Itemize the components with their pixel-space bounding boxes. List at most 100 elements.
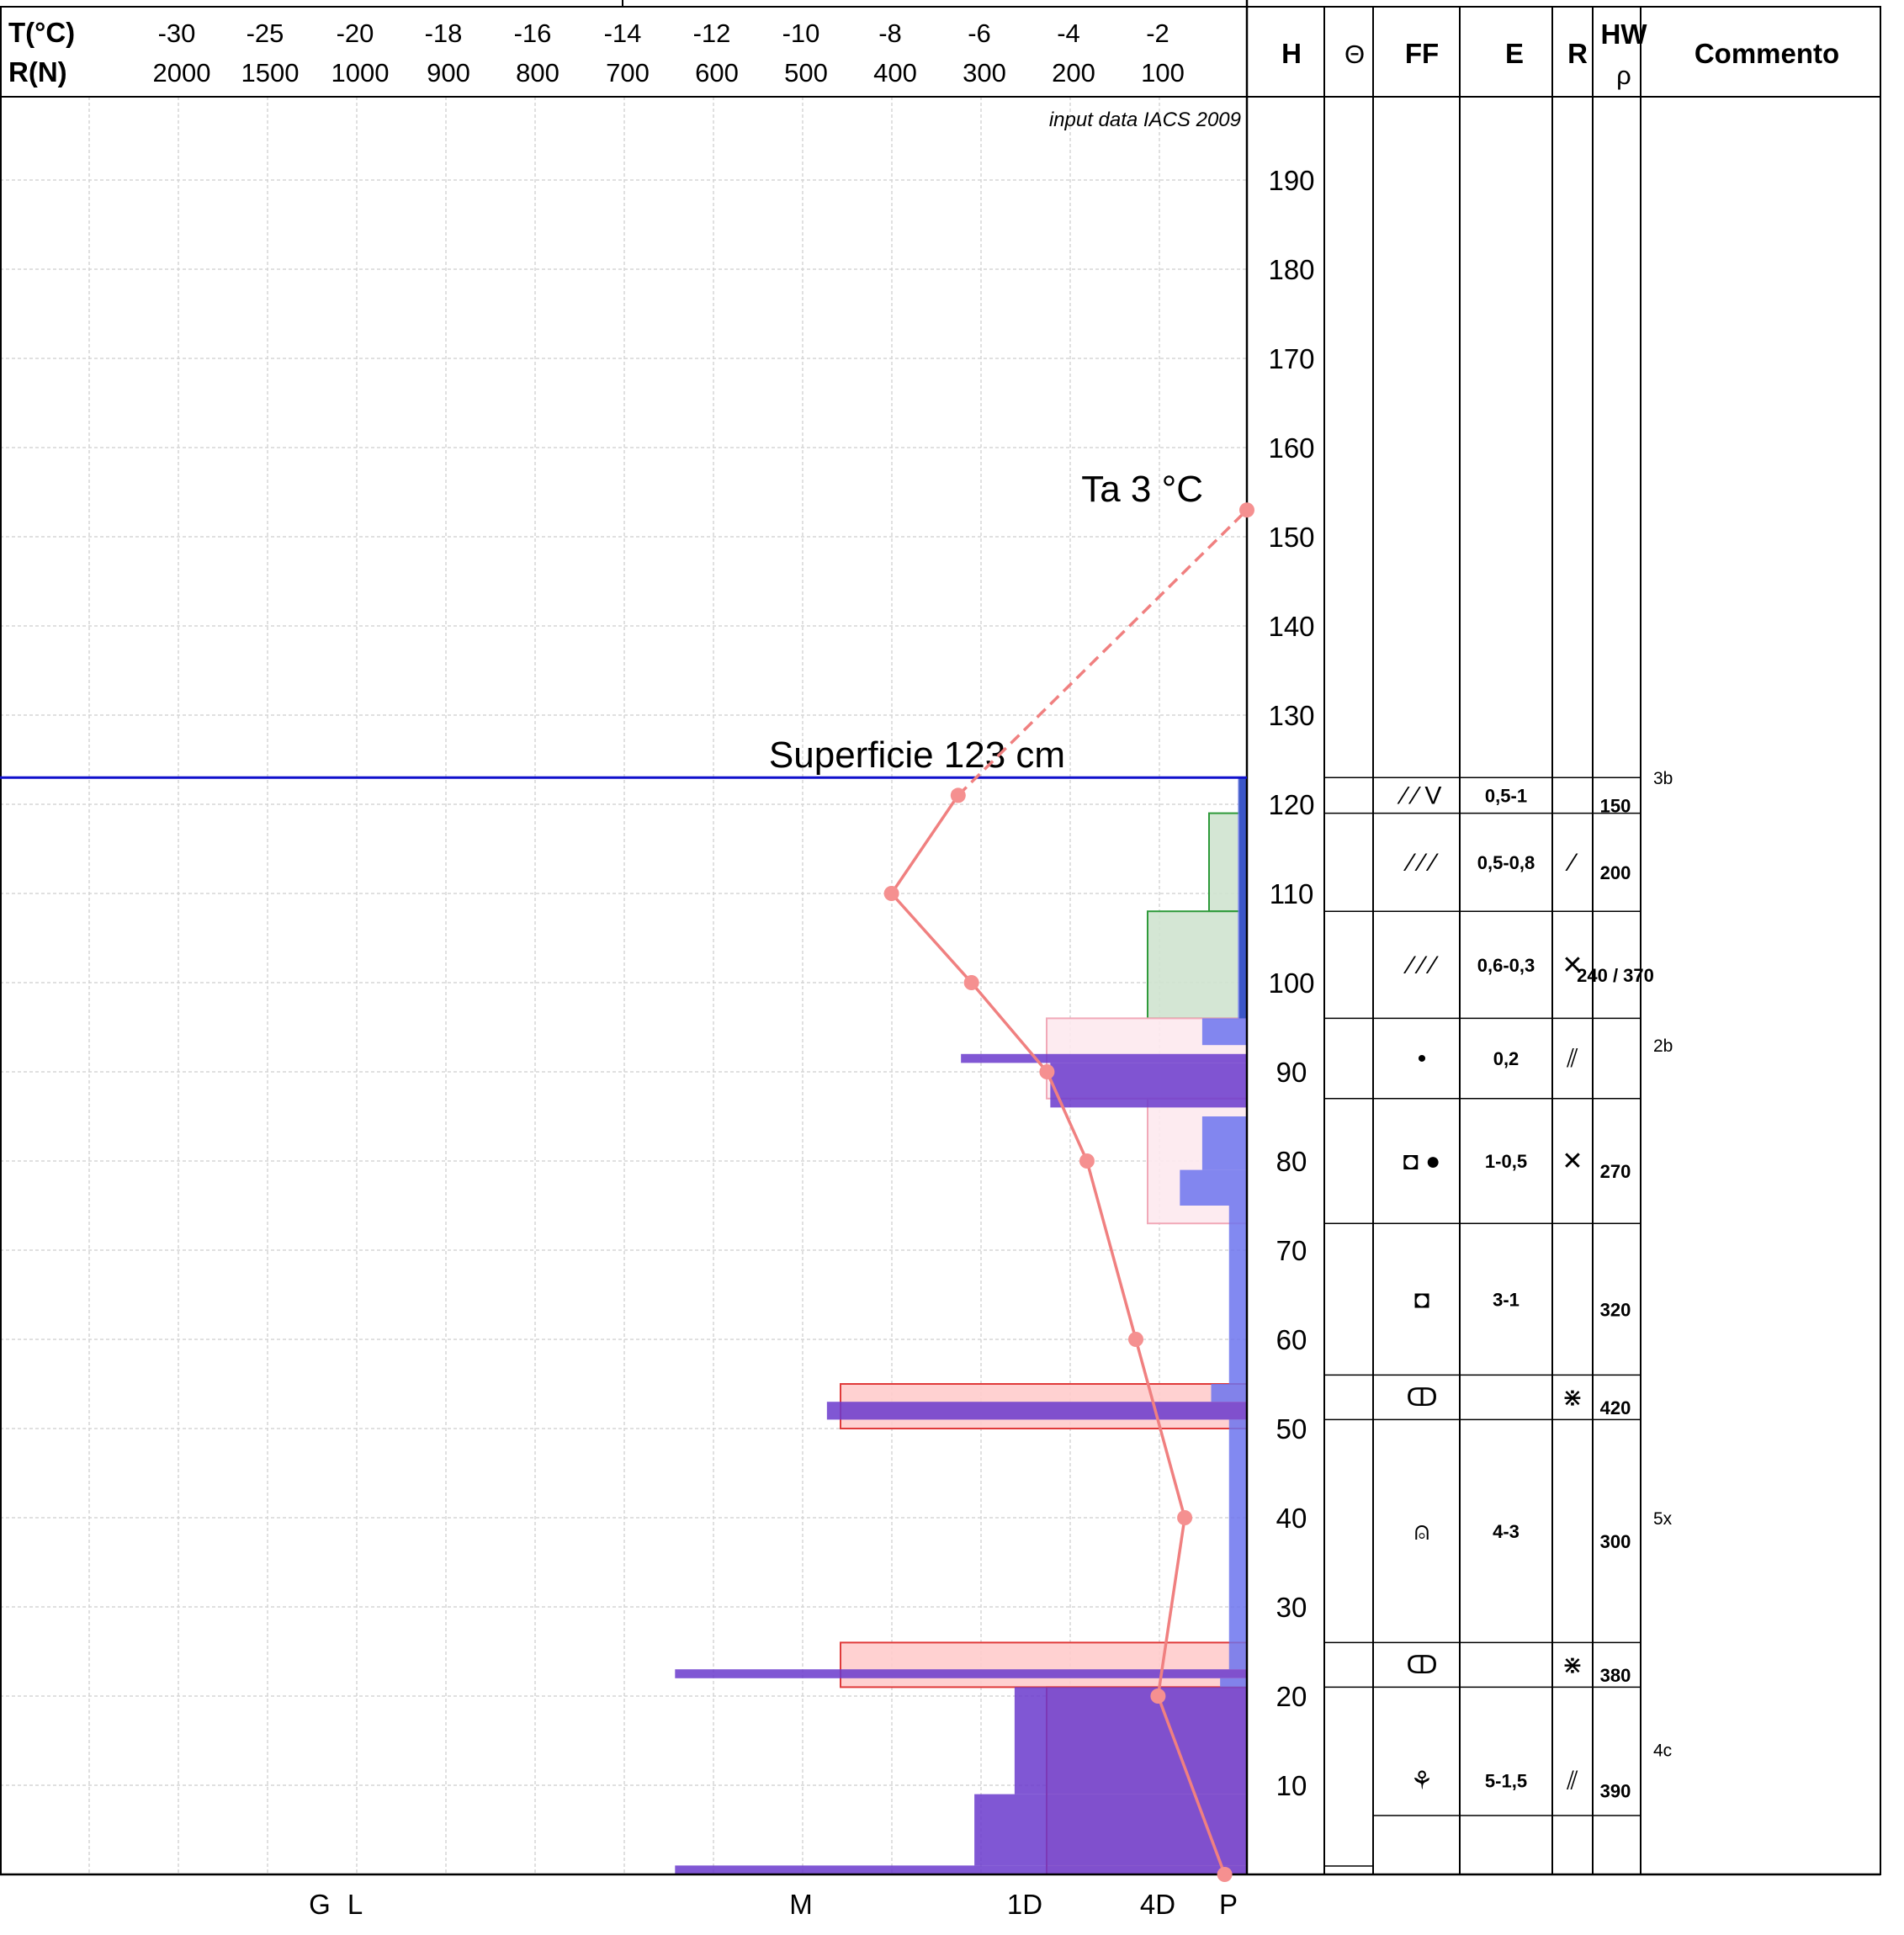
hardness-label: P [1219, 1889, 1238, 1920]
column-header-r: R [1567, 38, 1588, 69]
height-tick: 130 [1268, 700, 1314, 731]
temperature-point [1217, 1867, 1233, 1882]
height-tick: 30 [1276, 1592, 1307, 1623]
wetness-symbol: ✕ [1562, 952, 1583, 979]
ram-segment [1220, 1678, 1247, 1688]
chart-frame [0, 0, 1881, 1876]
temperature-point [1177, 1510, 1193, 1525]
grain-size-value: 1-0,5 [1485, 1151, 1527, 1172]
temperature-axis-label: T(°C) [8, 17, 75, 48]
hardness-layer [840, 1641, 1248, 1688]
height-tick: 20 [1276, 1681, 1307, 1712]
grain-form-symbol: ⁄ ⁄ ⁄ [1403, 849, 1439, 877]
height-tick: 140 [1268, 611, 1314, 642]
grain-size-value: 0,5-1 [1485, 785, 1527, 806]
grain-form-symbol: ⚘ [1411, 1768, 1434, 1795]
density-value: 240 / 370 [1577, 965, 1654, 986]
temperature-tick: -8 [878, 19, 902, 48]
ram-segment [675, 1669, 1247, 1678]
wetness-symbol: ⋇ [1562, 1384, 1583, 1412]
grain-form-symbol: ◘ [1414, 1286, 1429, 1313]
ram-segment [1201, 1116, 1247, 1170]
resistance-tick: 2000 [153, 58, 211, 87]
height-tick: 120 [1268, 789, 1314, 820]
resistance-tick: 300 [963, 58, 1006, 87]
temperature-tick: -14 [604, 19, 642, 48]
height-tick: 70 [1276, 1235, 1307, 1266]
ram-segment [961, 1053, 1247, 1063]
height-tick: 170 [1268, 343, 1314, 374]
grain-size-value: 5-1,5 [1485, 1771, 1527, 1792]
hardness-label: 4D [1140, 1889, 1175, 1920]
ram-segment [1201, 1018, 1247, 1046]
hardness-label: L [347, 1889, 363, 1920]
height-tick: 100 [1268, 968, 1314, 999]
wetness-symbol: ✕ [1562, 1148, 1583, 1175]
resistance-tick: 900 [427, 58, 470, 87]
ram-segment [974, 1794, 1247, 1866]
grain-form-symbol: ⍝ [1414, 1518, 1429, 1545]
ram-top-strip [1239, 777, 1247, 1019]
air-temperature-line [957, 508, 1249, 797]
density-value: 380 [1600, 1665, 1631, 1686]
hardness-label: 1D [1007, 1889, 1042, 1920]
ram-resistance-profile [675, 777, 1247, 1874]
resistance-tick: 1000 [331, 58, 390, 87]
temperature-point [883, 886, 899, 901]
column-header-h: H [1281, 38, 1302, 69]
resistance-tick: 400 [873, 58, 917, 87]
temperature-tick: -18 [425, 19, 463, 48]
density-value: 270 [1600, 1161, 1631, 1182]
height-tick: 150 [1268, 522, 1314, 553]
temperature-point [1079, 1153, 1095, 1169]
grain-form-symbol: • [1418, 1045, 1427, 1073]
resistance-tick: 800 [516, 58, 560, 87]
ram-segment [826, 1402, 1247, 1420]
resistance-tick: 500 [784, 58, 828, 87]
resistance-tick: 200 [1052, 58, 1095, 87]
temperature-tick: -20 [337, 19, 374, 48]
grain-size-value: 0,5-0,8 [1477, 852, 1535, 873]
column-header-rho: ρ [1616, 61, 1631, 90]
ram-segment [1228, 1419, 1247, 1643]
air-temperature-label: Ta 3 °C [1081, 469, 1203, 510]
grain-form-symbol: ⁄ ⁄ ⁄ [1403, 952, 1439, 979]
column-header-theta: Θ [1344, 40, 1365, 69]
column-header-e: E [1505, 38, 1524, 69]
grain-form-symbol: ◘ ● [1403, 1148, 1441, 1175]
grain-size-value: 0,6-0,3 [1477, 955, 1535, 976]
hardness-layer [1147, 910, 1248, 1020]
temperature-point [950, 787, 966, 803]
hand-hardness-labels: G L M 1D 4D P [309, 1889, 1238, 1920]
height-tick: 190 [1268, 165, 1314, 196]
header-tick-labels: -30 -25 -20 -18 -16 -14 -12 -10 -8 -6 -4 -2 2000 1500… [153, 19, 1185, 87]
density-value: 320 [1600, 1299, 1631, 1320]
temperature-tick: -25 [247, 19, 284, 48]
temperature-profile [883, 502, 1254, 1882]
ram-segment [1211, 1384, 1247, 1402]
layer-comment: 2b [1653, 1036, 1673, 1056]
ram-segment [675, 1865, 1247, 1874]
comment-column: 3b 2b 5x 4c [1653, 769, 1673, 1760]
ram-segment [1180, 1169, 1247, 1206]
resistance-tick: 600 [695, 58, 739, 87]
height-tick: 90 [1276, 1057, 1307, 1088]
grid-lines [0, 97, 1247, 1874]
column-header-comment: Commento [1695, 38, 1839, 69]
height-tick: 160 [1268, 432, 1314, 464]
layer-comment: 4c [1653, 1742, 1672, 1761]
density-value: 420 [1600, 1397, 1631, 1418]
surface-label: Superficie 123 cm [769, 734, 1065, 776]
ram-segment [1228, 1642, 1247, 1670]
grain-size-value: 0,2 [1493, 1048, 1519, 1069]
resistance-axis-label: R(N) [8, 56, 67, 87]
wetness-symbol: ⋇ [1562, 1651, 1583, 1679]
temperature-tick: -10 [782, 19, 820, 48]
temperature-tick: -30 [158, 19, 196, 48]
wetness-symbol: ⫽ [1566, 1768, 1578, 1795]
height-tick: 60 [1276, 1324, 1307, 1355]
temperature-point [963, 975, 979, 990]
air-temperature-point [1239, 502, 1254, 518]
temperature-tick: -6 [968, 19, 991, 48]
